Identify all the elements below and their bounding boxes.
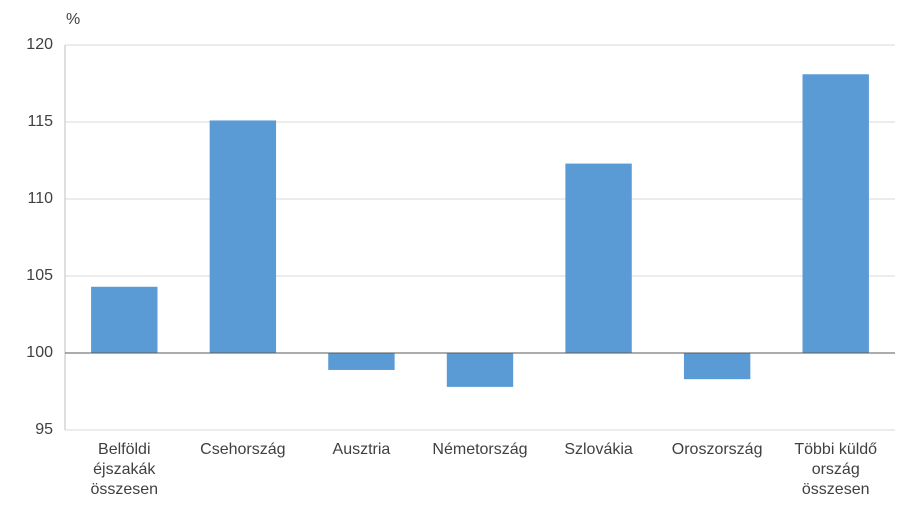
bar <box>683 353 751 380</box>
bar <box>328 353 395 370</box>
x-tick-label: Oroszország <box>671 441 763 458</box>
bar <box>209 120 277 354</box>
y-tick-label: 115 <box>27 113 53 130</box>
x-tick-label: Szlovákia <box>564 441 633 458</box>
y-axis-unit: % <box>66 11 80 28</box>
x-tick-label: Belföldi éjszakák összesen <box>90 441 159 498</box>
y-tick-label: 100 <box>26 344 53 361</box>
bar <box>446 353 514 387</box>
y-tick-label: 110 <box>27 190 53 207</box>
x-tick-label: Többi küldő ország összesen <box>794 441 878 498</box>
x-tick-label: Csehország <box>200 441 286 458</box>
bar <box>565 163 632 353</box>
x-tick-label: Németország <box>432 441 528 458</box>
y-tick-label: 95 <box>35 421 53 438</box>
x-tick-label: Ausztria <box>332 441 391 458</box>
y-tick-label: 105 <box>26 267 53 284</box>
y-tick-label: 120 <box>26 36 53 53</box>
bar <box>802 74 869 353</box>
bar <box>91 286 158 353</box>
